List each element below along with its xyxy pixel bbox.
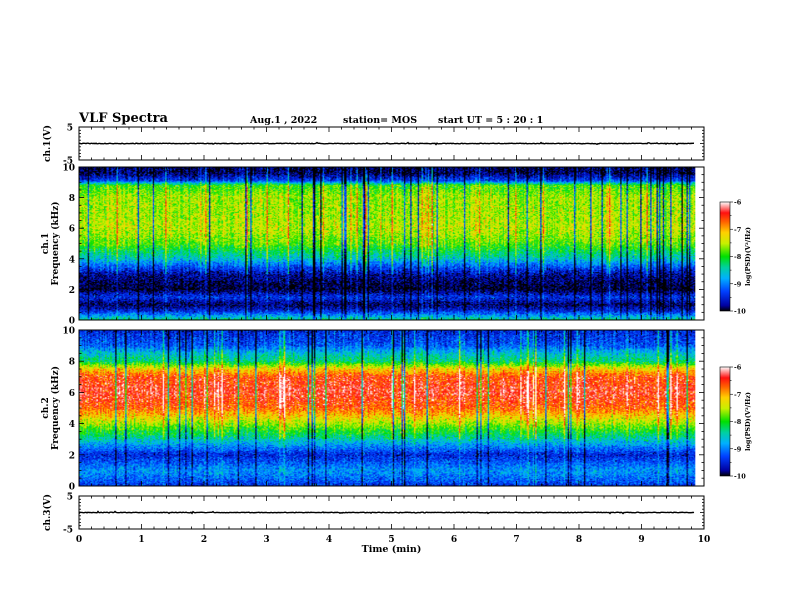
x-tick-label: 7 bbox=[513, 535, 519, 545]
x-axis-label: Time (min) bbox=[362, 544, 422, 555]
ch3-voltage-ylabel: ch.3(V) bbox=[42, 494, 53, 531]
ch1-voltage-trace bbox=[78, 141, 695, 146]
ch2-spectrogram-colorbar bbox=[719, 366, 731, 477]
ch1-spectrogram-image bbox=[79, 167, 704, 320]
ch3-voltage-trace bbox=[78, 510, 695, 515]
ch1-spectrogram-ylabel-frequency: Frequency (kHz) bbox=[50, 201, 61, 285]
x-tick-label: 0 bbox=[76, 535, 82, 545]
ch1-spectrogram-colorbar-tick-label: -7 bbox=[734, 226, 741, 234]
start-time-label: start UT = 5 : 20 : 1 bbox=[438, 115, 544, 126]
ch1-spectrogram-ytick-label: 10 bbox=[62, 164, 75, 174]
ch1-spectrogram-ytick-label: 8 bbox=[69, 194, 75, 204]
ch2-spectrogram-ylabel-frequency: Frequency (kHz) bbox=[50, 366, 61, 450]
ch1-spectrogram-ytick-label: 4 bbox=[69, 255, 75, 265]
ch1-spectrogram-ytick-label: 2 bbox=[69, 286, 75, 296]
x-tick-label: 3 bbox=[263, 535, 269, 545]
page-title: VLF Spectra bbox=[79, 111, 168, 126]
ch2-spectrogram-ylabel-channel: ch.2 bbox=[41, 397, 51, 418]
ch1-spectrogram-ytick-label: 6 bbox=[69, 225, 75, 235]
x-tick-label: 1 bbox=[138, 535, 144, 545]
ch2-spectrogram-ytick-label: 4 bbox=[69, 420, 75, 430]
ch1-spectrogram-colorbar-tick-label: -9 bbox=[734, 280, 742, 288]
ch2-spectrogram-colorbar-tick-label: -10 bbox=[734, 473, 746, 481]
x-tick-label: 8 bbox=[576, 535, 582, 545]
ch1-voltage-ytick-label: -5 bbox=[63, 157, 73, 167]
ch2-spectrogram-ytick-label: 2 bbox=[69, 451, 75, 461]
ch1-spectrogram-colorbar-tick-label: -10 bbox=[734, 308, 746, 316]
ch3-voltage-ytick-label: -5 bbox=[63, 526, 73, 536]
ch2-spectrogram-colorbar-label: log(PSD)(V²/Hz) bbox=[744, 392, 752, 451]
x-tick-label: 4 bbox=[326, 535, 332, 545]
x-tick-label: 6 bbox=[451, 535, 457, 545]
ch2-spectrogram-ytick-label: 6 bbox=[69, 389, 75, 399]
x-tick-label: 10 bbox=[698, 535, 711, 545]
ch1-spectrogram-colorbar-tick-label: -8 bbox=[734, 253, 742, 261]
ch2-spectrogram-colorbar-tick-label: -7 bbox=[734, 391, 741, 399]
ch1-spectrogram-ytick-label: 0 bbox=[69, 317, 75, 327]
ch2-spectrogram-image bbox=[79, 330, 704, 486]
ch2-spectrogram-ytick-label: 8 bbox=[69, 358, 75, 368]
station-label: station= MOS bbox=[343, 115, 418, 126]
ch1-spectrogram-colorbar-label: log(PSD)(V²/Hz) bbox=[744, 227, 752, 286]
x-tick-label: 2 bbox=[201, 535, 207, 545]
ch2-spectrogram-colorbar-tick-label: -8 bbox=[734, 418, 742, 426]
x-tick-label: 5 bbox=[388, 535, 394, 545]
ch2-spectrogram-colorbar-tick-label: -6 bbox=[734, 364, 742, 372]
ch2-spectrogram-ytick-label: 0 bbox=[69, 483, 75, 493]
ch1-spectrogram-ylabel-channel: ch.1 bbox=[41, 233, 51, 254]
ch1-voltage-ylabel: ch.1(V) bbox=[42, 125, 53, 162]
ch1-voltage-ytick-label: 5 bbox=[67, 124, 73, 134]
date-label: Aug.1 , 2022 bbox=[250, 115, 318, 126]
ch1-spectrogram-colorbar bbox=[719, 201, 731, 312]
x-tick-label: 9 bbox=[638, 535, 644, 545]
ch1-spectrogram-colorbar-tick-label: -6 bbox=[734, 199, 742, 207]
ch2-spectrogram-colorbar-tick-label: -9 bbox=[734, 445, 742, 453]
ch2-spectrogram-ytick-label: 10 bbox=[62, 327, 75, 337]
ch3-voltage-ytick-label: 5 bbox=[67, 493, 73, 503]
